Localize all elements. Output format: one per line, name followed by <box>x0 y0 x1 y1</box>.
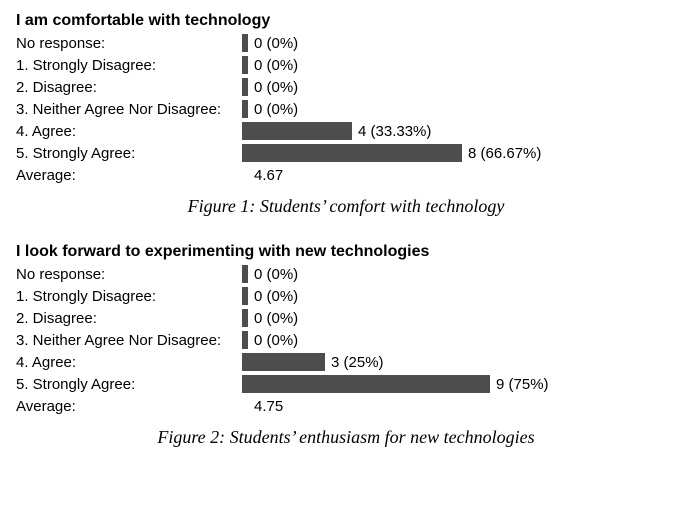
survey-chart: I look forward to experimenting with new… <box>16 243 676 417</box>
row-label: 3. Neither Agree Nor Disagree: <box>16 101 242 118</box>
chart-row: 5. Strongly Agree: 8 (66.67%) <box>16 142 676 164</box>
bar-area: 0 (0%) <box>242 78 676 96</box>
bar <box>242 56 248 74</box>
chart-row: No response: 0 (0%) <box>16 32 676 54</box>
bar-area: 0 (0%) <box>242 56 676 74</box>
value-label: 0 (0%) <box>254 310 298 327</box>
row-label: 2. Disagree: <box>16 310 242 327</box>
bar <box>242 100 248 118</box>
value-label: 0 (0%) <box>254 266 298 283</box>
bar <box>242 287 248 305</box>
bar-area: 0 (0%) <box>242 34 676 52</box>
figure-caption: Figure 1: Students’ comfort with technol… <box>16 196 676 217</box>
chart-row: 2. Disagree: 0 (0%) <box>16 307 676 329</box>
average-value: 4.67 <box>254 167 283 184</box>
row-label: 1. Strongly Disagree: <box>16 57 242 74</box>
value-label: 3 (25%) <box>331 354 384 371</box>
row-label: No response: <box>16 35 242 52</box>
value-label: 4 (33.33%) <box>358 123 431 140</box>
average-row: Average: 4.75 <box>16 395 676 417</box>
row-label: No response: <box>16 266 242 283</box>
value-label: 9 (75%) <box>496 376 549 393</box>
survey-chart: I am comfortable with technology No respo… <box>16 12 676 186</box>
bar <box>242 265 248 283</box>
row-label: 5. Strongly Agree: <box>16 145 242 162</box>
value-label: 0 (0%) <box>254 332 298 349</box>
bar <box>242 331 248 349</box>
row-label: 2. Disagree: <box>16 79 242 96</box>
bar <box>242 309 248 327</box>
bar-area: 3 (25%) <box>242 353 676 371</box>
bar <box>242 144 462 162</box>
row-label: 5. Strongly Agree: <box>16 376 242 393</box>
bar-area: 0 (0%) <box>242 100 676 118</box>
bar <box>242 122 352 140</box>
chart-row: 1. Strongly Disagree: 0 (0%) <box>16 285 676 307</box>
chart-row: No response: 0 (0%) <box>16 263 676 285</box>
value-label: 0 (0%) <box>254 288 298 305</box>
chart-row: 3. Neither Agree Nor Disagree: 0 (0%) <box>16 329 676 351</box>
chart-row: 5. Strongly Agree: 9 (75%) <box>16 373 676 395</box>
value-label: 8 (66.67%) <box>468 145 541 162</box>
bar-area: 0 (0%) <box>242 287 676 305</box>
figures-container: I am comfortable with technology No respo… <box>16 12 675 448</box>
bar <box>242 34 248 52</box>
chart-row: 2. Disagree: 0 (0%) <box>16 76 676 98</box>
bar-area: 0 (0%) <box>242 265 676 283</box>
bar-area: 0 (0%) <box>242 331 676 349</box>
row-label: 1. Strongly Disagree: <box>16 288 242 305</box>
average-label: Average: <box>16 167 242 184</box>
average-value: 4.75 <box>254 398 283 415</box>
value-label: 0 (0%) <box>254 35 298 52</box>
bar <box>242 78 248 96</box>
figure-caption: Figure 2: Students’ enthusiasm for new t… <box>16 427 676 448</box>
row-label: 4. Agree: <box>16 354 242 371</box>
average-row: Average: 4.67 <box>16 164 676 186</box>
row-label: 3. Neither Agree Nor Disagree: <box>16 332 242 349</box>
chart-row: 1. Strongly Disagree: 0 (0%) <box>16 54 676 76</box>
chart-title: I look forward to experimenting with new… <box>16 243 676 261</box>
value-label: 0 (0%) <box>254 101 298 118</box>
bar-area: 9 (75%) <box>242 375 676 393</box>
bar <box>242 353 325 371</box>
average-label: Average: <box>16 398 242 415</box>
bar-area: 4 (33.33%) <box>242 122 676 140</box>
bar-area: 0 (0%) <box>242 309 676 327</box>
chart-title: I am comfortable with technology <box>16 12 676 30</box>
chart-row: 3. Neither Agree Nor Disagree: 0 (0%) <box>16 98 676 120</box>
bar-area: 8 (66.67%) <box>242 144 676 162</box>
value-label: 0 (0%) <box>254 57 298 74</box>
bar <box>242 375 490 393</box>
value-label: 0 (0%) <box>254 79 298 96</box>
row-label: 4. Agree: <box>16 123 242 140</box>
chart-row: 4. Agree: 3 (25%) <box>16 351 676 373</box>
chart-row: 4. Agree: 4 (33.33%) <box>16 120 676 142</box>
